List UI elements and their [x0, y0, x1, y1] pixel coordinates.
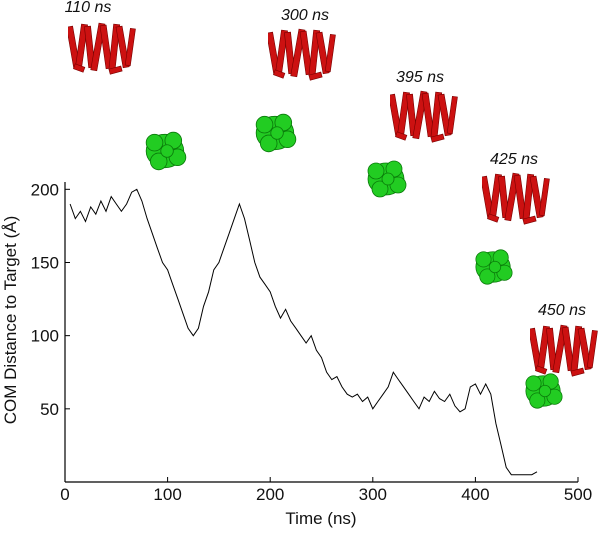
membrane-icon — [482, 172, 550, 225]
y-tick-label: 150 — [31, 253, 59, 272]
annotation: 450 ns — [538, 302, 586, 319]
annotation: 425 ns — [490, 151, 538, 168]
protein-icon — [525, 373, 563, 409]
x-tick-label: 500 — [564, 485, 592, 504]
membrane-icon — [390, 90, 458, 143]
protein-icon — [145, 131, 187, 171]
y-axis-label: COM Distance to Target (Å) — [1, 216, 20, 424]
annotation: 300 ns — [281, 7, 329, 24]
membrane-icon — [68, 22, 136, 75]
y-tick-label: 200 — [31, 180, 59, 199]
annotation: 110 ns — [65, 0, 112, 16]
annotation: 395 ns — [396, 69, 444, 86]
y-tick-label: 100 — [31, 327, 59, 346]
membrane-icon — [268, 28, 336, 81]
membrane-icon — [530, 324, 598, 377]
x-axis-label: Time (ns) — [285, 509, 356, 528]
y-tick-label: 50 — [40, 400, 59, 419]
protein-icon — [475, 249, 513, 285]
protein-icon — [367, 160, 407, 198]
x-tick-label: 300 — [359, 485, 387, 504]
protein-icon — [255, 113, 297, 153]
x-tick-label: 200 — [256, 485, 284, 504]
x-tick-label: 400 — [461, 485, 489, 504]
x-tick-label: 0 — [60, 485, 69, 504]
data-line — [69, 188, 538, 476]
x-tick-label: 100 — [153, 485, 181, 504]
